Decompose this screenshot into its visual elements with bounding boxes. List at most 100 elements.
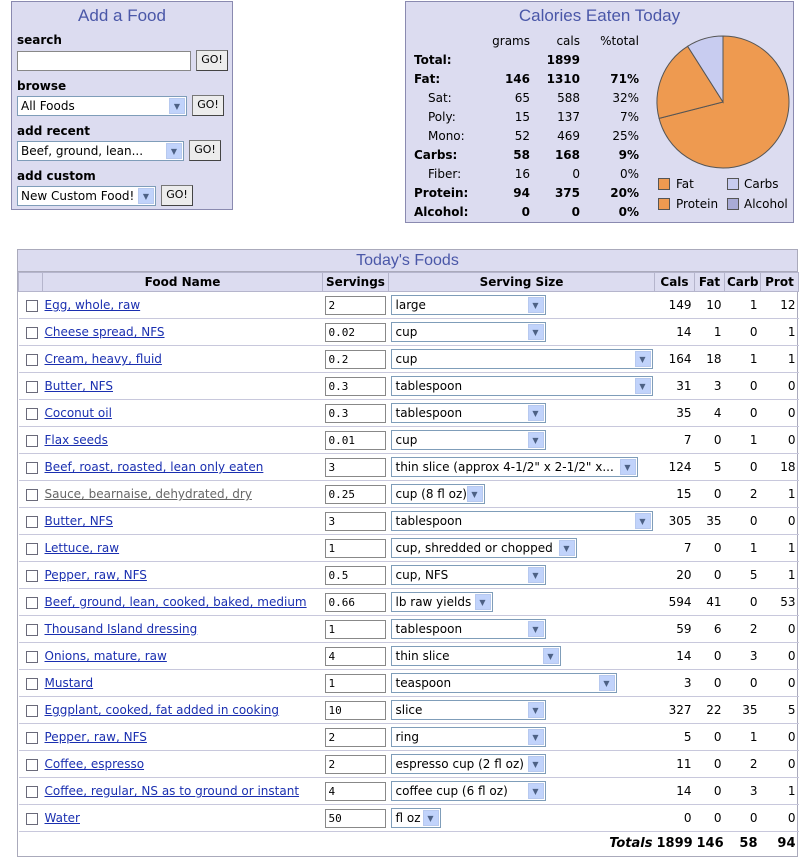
serving-size-select[interactable]: espresso cup (2 fl oz) ▼ — [390, 754, 546, 774]
serving-size-select[interactable]: tablespoon ▼ — [390, 619, 546, 639]
food-name-link[interactable]: Onions, mature, raw — [44, 649, 167, 663]
food-name-link[interactable]: Beef, roast, roasted, lean only eaten — [44, 460, 264, 474]
servings-input[interactable]: 0.01 — [324, 430, 386, 450]
food-name-link[interactable]: Mustard — [44, 676, 94, 690]
serving-size-select[interactable]: tablespoon ▼ — [390, 511, 653, 531]
food-name-link[interactable]: Coffee, espresso — [44, 757, 145, 771]
recent-select[interactable]: Beef, ground, lean... ▼ — [17, 141, 184, 161]
serving-size-select[interactable]: fl oz ▼ — [390, 808, 441, 828]
food-name-link[interactable]: Thousand Island dressing — [44, 622, 198, 636]
serving-size-select[interactable]: coffee cup (6 fl oz) ▼ — [390, 781, 546, 801]
servings-input[interactable]: 2 — [324, 727, 386, 747]
recent-go-button[interactable]: GO! — [189, 140, 221, 161]
servings-input[interactable]: 0.2 — [324, 349, 386, 369]
serving-size-select[interactable]: tablespoon ▼ — [390, 403, 546, 423]
servings-input[interactable]: 2 — [324, 754, 386, 774]
serving-size-select[interactable]: cup, NFS ▼ — [390, 565, 546, 585]
row-checkbox[interactable] — [25, 461, 38, 474]
fat-cell: 3 — [694, 372, 725, 400]
serving-size-select[interactable]: cup ▼ — [390, 430, 546, 450]
servings-input[interactable]: 1 — [324, 619, 386, 639]
row-checkbox[interactable] — [25, 623, 38, 636]
row-checkbox[interactable] — [25, 812, 38, 825]
food-name-link[interactable]: Egg, whole, raw — [44, 298, 141, 312]
servings-input[interactable]: 0.02 — [324, 322, 386, 342]
row-checkbox[interactable] — [25, 677, 38, 690]
food-name-link[interactable]: Flax seeds — [44, 433, 108, 447]
carb-cell: 5 — [724, 561, 761, 589]
row-checkbox[interactable] — [25, 407, 38, 420]
servings-input[interactable]: 0.25 — [324, 484, 386, 504]
servings-input[interactable]: 3 — [324, 511, 386, 531]
food-name-link[interactable]: Sauce, bearnaise, dehydrated, dry — [44, 487, 252, 501]
servings-input[interactable]: 0.66 — [324, 592, 386, 612]
servings-input[interactable]: 50 — [324, 808, 386, 828]
legend-protein: Protein — [676, 197, 719, 211]
row-checkbox[interactable] — [25, 434, 38, 447]
food-name-link[interactable]: Water — [44, 811, 80, 825]
custom-select[interactable]: New Custom Food! ▼ — [17, 186, 156, 206]
servings-input[interactable]: 4 — [324, 646, 386, 666]
row-checkbox[interactable] — [25, 785, 38, 798]
serving-size-select[interactable]: teaspoon ▼ — [390, 673, 617, 693]
serving-size-select[interactable]: thin slice ▼ — [390, 646, 561, 666]
food-name-link[interactable]: Coconut oil — [44, 406, 112, 420]
food-name-link[interactable]: Pepper, raw, NFS — [44, 730, 147, 744]
food-name-link[interactable]: Cheese spread, NFS — [44, 325, 165, 339]
food-name-link[interactable]: Cream, heavy, fluid — [44, 352, 162, 366]
food-name-link[interactable]: Eggplant, cooked, fat added in cooking — [44, 703, 280, 717]
row-checkbox[interactable] — [25, 542, 38, 555]
custom-go-button[interactable]: GO! — [161, 185, 193, 206]
serving-size-select[interactable]: cup (8 fl oz) ▼ — [390, 484, 485, 504]
servings-input[interactable]: 0.3 — [324, 403, 386, 423]
serving-size-select[interactable]: cup ▼ — [390, 322, 546, 342]
row-checkbox[interactable] — [25, 488, 38, 501]
search-input[interactable] — [17, 51, 191, 71]
servings-input[interactable]: 4 — [324, 781, 386, 801]
search-go-button[interactable]: GO! — [196, 50, 228, 71]
food-name-cell: Lettuce, raw — [42, 534, 323, 562]
servings-input[interactable]: 1 — [324, 673, 386, 693]
browse-go-button[interactable]: GO! — [192, 95, 224, 116]
serving-size-select[interactable]: lb raw yields ▼ — [390, 592, 493, 612]
serving-size-select[interactable]: cup ▼ — [390, 349, 653, 369]
serving-size-select[interactable]: thin slice (approx 4-1/2" x 2-1/2" x... ▼ — [390, 457, 638, 477]
servings-input[interactable]: 1 — [324, 538, 386, 558]
fat-cell: 35 — [694, 507, 725, 535]
row-checkbox[interactable] — [25, 650, 38, 663]
cals-cell: 11 — [654, 750, 695, 778]
row-checkbox[interactable] — [25, 704, 38, 717]
row-checkbox[interactable] — [25, 515, 38, 528]
serving-size-select[interactable]: cup, shredded or chopped ▼ — [390, 538, 577, 558]
calories-header-row: grams cals %total — [414, 34, 639, 53]
chevron-down-icon: ▼ — [558, 540, 575, 556]
food-name-link[interactable]: Butter, NFS — [44, 514, 113, 528]
food-name-link[interactable]: Beef, ground, lean, cooked, baked, mediu… — [44, 595, 307, 609]
calories-row-grams: 94 — [513, 186, 530, 200]
serving-size-select[interactable]: tablespoon ▼ — [390, 376, 653, 396]
servings-input[interactable]: 3 — [324, 457, 386, 477]
browse-select[interactable]: All Foods ▼ — [17, 96, 187, 116]
servings-input[interactable]: 0.5 — [324, 565, 386, 585]
row-checkbox[interactable] — [25, 596, 38, 609]
food-name-link[interactable]: Lettuce, raw — [44, 541, 120, 555]
serving-size-select[interactable]: large ▼ — [390, 295, 546, 315]
servings-input[interactable]: 10 — [324, 700, 386, 720]
food-name-link[interactable]: Butter, NFS — [44, 379, 113, 393]
serving-size-select[interactable]: slice ▼ — [390, 700, 546, 720]
row-checkbox[interactable] — [25, 569, 38, 582]
serving-size-select[interactable]: ring ▼ — [390, 727, 546, 747]
servings-input[interactable]: 2 — [324, 295, 386, 315]
chevron-down-icon: ▼ — [634, 513, 651, 529]
pct-header: %total — [600, 34, 639, 48]
row-select-cell — [18, 480, 43, 508]
row-checkbox[interactable] — [25, 299, 38, 312]
food-name-link[interactable]: Coffee, regular, NS as to ground or inst… — [44, 784, 300, 798]
row-checkbox[interactable] — [25, 326, 38, 339]
food-name-link[interactable]: Pepper, raw, NFS — [44, 568, 147, 582]
servings-input[interactable]: 0.3 — [324, 376, 386, 396]
row-checkbox[interactable] — [25, 731, 38, 744]
row-checkbox[interactable] — [25, 758, 38, 771]
row-checkbox[interactable] — [25, 353, 38, 366]
row-checkbox[interactable] — [25, 380, 38, 393]
